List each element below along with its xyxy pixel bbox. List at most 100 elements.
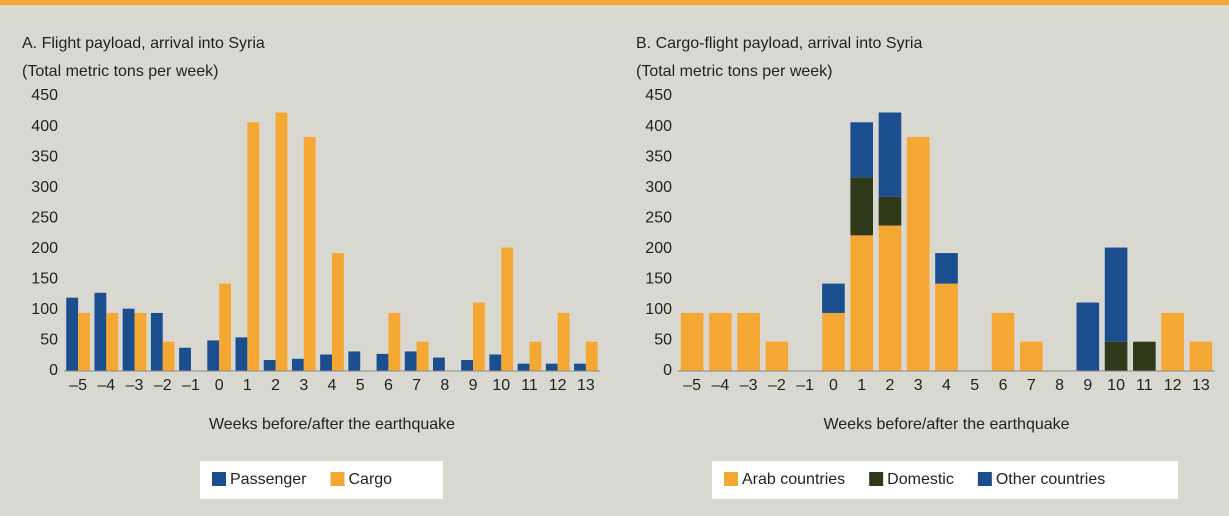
bar [737,312,760,371]
bar [1076,302,1100,371]
bar [545,363,558,371]
bar [291,358,304,371]
bar [501,247,514,371]
bar [680,312,704,371]
y-tick-label: 50 [40,332,58,349]
x-tick-label: 7 [1027,377,1036,394]
x-tick-label: 13 [577,377,595,394]
x-axis-label: Weeks before/after the earthquake [823,416,1069,433]
x-tick-label: –1 [182,377,200,394]
bar [348,351,361,371]
bar [235,337,248,371]
y-tick-label: 0 [49,362,58,379]
x-tick-label: 10 [1107,377,1125,394]
y-tick-label: 450 [31,87,58,104]
x-tick-label: –1 [796,377,814,394]
bar [320,354,332,371]
x-tick-label: –4 [97,377,115,394]
bar [263,360,276,371]
bar [878,196,902,226]
top-stripe [0,0,1229,5]
x-tick-label: –2 [154,377,172,394]
bar [878,112,902,197]
bar [432,357,445,371]
y-tick-label: 0 [663,362,672,379]
bar [473,302,485,371]
legend-swatch [977,472,992,486]
bar [1104,341,1128,371]
legend-swatch [869,472,884,486]
x-tick-label: 4 [942,377,951,394]
bar [404,351,417,371]
y-tick-label: 250 [31,209,58,226]
bar [303,136,316,371]
legend-swatch [330,472,345,486]
y-tick-label: 200 [645,240,672,257]
bar [585,341,598,371]
bar [557,312,570,371]
bar [878,225,902,371]
x-tick-label: 10 [492,377,510,394]
legend-label: Domestic [887,471,954,488]
y-tick-label: 300 [31,179,58,196]
bar [179,347,191,371]
y-tick-label: 350 [31,148,58,165]
chart-subtitle: (Total metric tons per week) [636,63,833,80]
bar [275,112,288,371]
x-tick-label: 3 [299,377,308,394]
bar [134,312,147,371]
x-tick-label: 6 [384,377,393,394]
x-tick-label: 2 [271,377,280,394]
x-tick-label: 12 [549,377,567,394]
y-tick-label: 250 [645,209,672,226]
bar [1019,341,1043,371]
y-tick-label: 400 [31,118,58,135]
x-axis-label: Weeks before/after the earthquake [209,416,455,433]
x-tick-label: 0 [829,377,838,394]
bar [122,308,135,371]
x-tick-label: 11 [1136,377,1153,394]
x-tick-label: 0 [215,377,224,394]
bar [219,283,232,371]
bar [991,312,1015,371]
x-tick-label: 13 [1192,377,1210,394]
bar [1189,341,1213,371]
bar [517,363,530,371]
x-tick-label: –3 [126,377,144,394]
x-tick-label: 7 [412,377,421,394]
bar [935,283,958,371]
bar [906,136,930,371]
bar [150,312,163,371]
y-tick-label: 100 [645,301,672,318]
chart-subtitle: (Total metric tons per week) [22,63,219,80]
x-tick-label: 1 [857,377,866,394]
x-tick-label: 5 [356,377,365,394]
x-tick-label: –2 [768,377,786,394]
bar [574,363,586,371]
y-tick-label: 450 [645,87,672,104]
x-tick-label: 12 [1164,377,1182,394]
legend-label: Arab countries [742,471,845,488]
bar [850,235,874,371]
x-tick-label: 6 [999,377,1008,394]
bar [489,354,502,371]
x-tick-label: 8 [440,377,449,394]
legend-label: Cargo [349,471,393,488]
y-tick-label: 200 [31,240,58,257]
y-tick-label: 350 [645,148,672,165]
bar [822,283,845,313]
bar [822,312,845,371]
legend-box [712,461,1178,499]
legend-swatch [212,472,226,486]
bar [416,341,429,371]
bar [850,177,874,236]
x-tick-label: –5 [683,377,701,394]
bar [850,122,874,178]
x-tick-label: –4 [711,377,729,394]
x-tick-label: –3 [740,377,758,394]
bar [106,312,119,371]
y-tick-label: 150 [645,271,672,288]
x-tick-label: 11 [521,377,538,394]
